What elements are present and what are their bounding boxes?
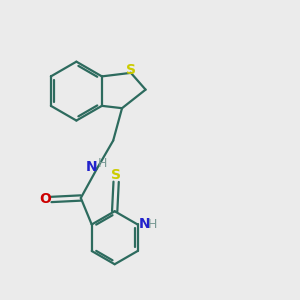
Text: S: S [127,64,136,77]
Text: O: O [39,193,51,206]
Text: N: N [138,218,150,232]
Text: N: N [86,160,98,174]
Text: H: H [98,157,107,170]
Text: S: S [111,168,121,182]
Text: H: H [148,218,157,231]
